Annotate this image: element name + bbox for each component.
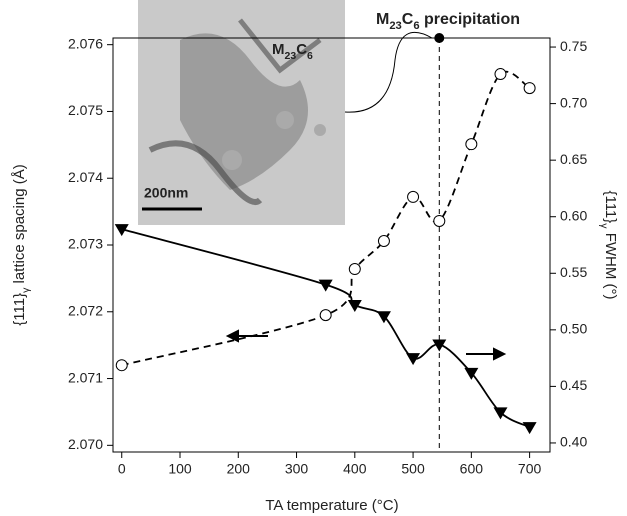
data-point xyxy=(522,422,537,435)
x-tick-label: 200 xyxy=(227,461,251,477)
annotation-title: M23C6 precipitation xyxy=(376,11,520,32)
x-tick-label: 100 xyxy=(168,461,192,477)
data-point xyxy=(494,68,507,81)
y2-tick-label: 0.70 xyxy=(560,94,587,110)
text-part: {111} xyxy=(11,293,28,326)
series-line xyxy=(121,228,531,428)
y2-axis-label: {111}γ FWHM (°) xyxy=(598,190,619,299)
y-tick-label: 2.070 xyxy=(68,436,103,452)
text-part: lattice spacing (Å) xyxy=(11,164,28,287)
y2-tick-label: 0.50 xyxy=(560,321,587,337)
text-part: 6 xyxy=(413,20,419,32)
text-part: C xyxy=(296,41,307,58)
y2-tick-label: 0.45 xyxy=(560,377,587,393)
y-tick-label: 2.076 xyxy=(68,35,103,51)
x-tick-label: 0 xyxy=(118,461,126,477)
x-tick-label: 500 xyxy=(401,461,425,477)
text-part: M xyxy=(376,11,389,28)
y2-tick-label: 0.40 xyxy=(560,434,587,450)
precipitation-point xyxy=(434,33,445,43)
y2-tick-label: 0.60 xyxy=(560,207,587,223)
data-point xyxy=(377,234,390,247)
y2-tick-label: 0.75 xyxy=(560,38,587,54)
y-tick-label: 2.075 xyxy=(68,102,103,118)
data-point xyxy=(114,224,129,237)
data-point xyxy=(432,339,447,352)
x-tick-label: 400 xyxy=(343,461,367,477)
scale-bar-label: 200nm xyxy=(144,185,188,201)
data-point xyxy=(319,309,332,322)
inset-label: M23C6 xyxy=(272,41,313,62)
text-part: precipitation xyxy=(420,11,520,28)
y-tick-label: 2.071 xyxy=(68,369,103,385)
text-part: {111} xyxy=(602,190,619,223)
data-point xyxy=(318,279,333,292)
data-point xyxy=(376,311,391,324)
data-point xyxy=(347,299,362,312)
x-tick-label: 300 xyxy=(285,461,309,477)
text-part: C xyxy=(402,11,414,28)
series-line xyxy=(121,70,531,367)
data-point xyxy=(406,353,421,366)
y-tick-label: 2.074 xyxy=(68,169,103,185)
data-point xyxy=(523,82,536,95)
text-part: 23 xyxy=(285,50,297,62)
y-axis-label: {111}γ lattice spacing (Å) xyxy=(11,164,32,325)
text-part: γ xyxy=(598,223,610,229)
data-point xyxy=(407,190,420,203)
text-part: γ xyxy=(20,287,32,293)
y2-tick-label: 0.65 xyxy=(560,151,587,167)
data-point xyxy=(433,214,446,227)
x-tick-label: 700 xyxy=(518,461,542,477)
data-point xyxy=(493,407,508,420)
text-part: M xyxy=(272,41,285,58)
y2-tick-label: 0.55 xyxy=(560,264,587,280)
text-part: FWHM (°) xyxy=(602,229,619,300)
text-part: 23 xyxy=(389,20,401,32)
text-part: 6 xyxy=(307,50,313,62)
y-tick-label: 2.073 xyxy=(68,236,103,252)
annotation-connector xyxy=(344,31,433,113)
data-point xyxy=(348,263,361,276)
data-point xyxy=(115,359,128,372)
y-tick-label: 2.072 xyxy=(68,302,103,318)
x-tick-label: 600 xyxy=(460,461,484,477)
axis-arrows xyxy=(225,329,507,361)
data-point xyxy=(465,138,478,151)
x-axis-label: TA temperature (°C) xyxy=(265,497,398,514)
data-point xyxy=(464,367,479,380)
